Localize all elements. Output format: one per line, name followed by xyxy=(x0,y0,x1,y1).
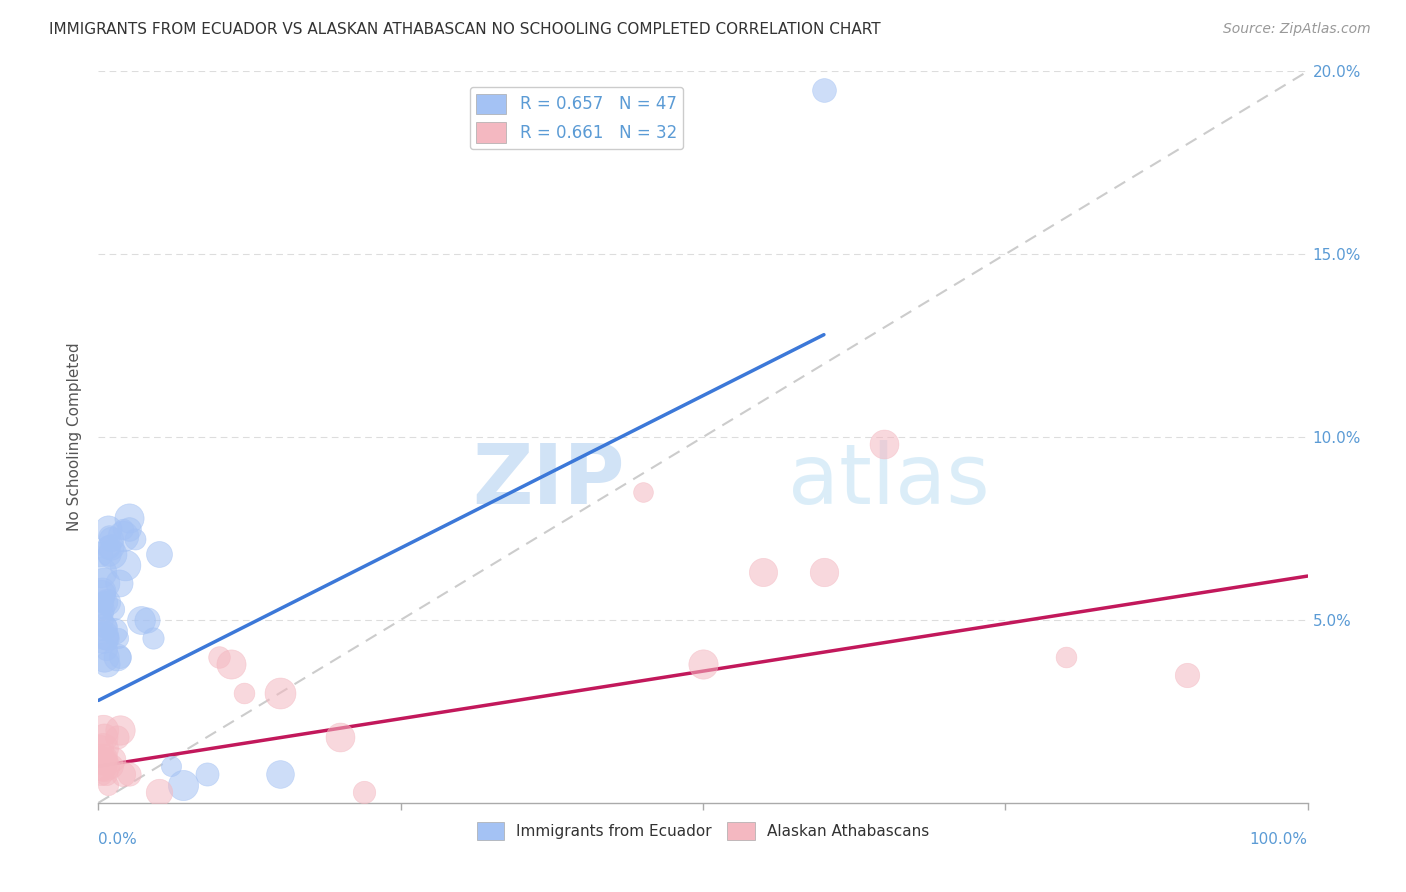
Point xyxy=(813,82,835,96)
Point xyxy=(142,632,165,646)
Point xyxy=(221,657,243,671)
Point xyxy=(97,540,120,554)
Y-axis label: No Schooling Completed: No Schooling Completed xyxy=(67,343,83,532)
Point xyxy=(91,752,114,766)
Point xyxy=(100,547,122,561)
Point xyxy=(91,594,114,608)
Point xyxy=(91,620,114,634)
Point xyxy=(90,752,112,766)
Point xyxy=(89,547,111,561)
Point xyxy=(97,521,120,535)
Point xyxy=(93,649,115,664)
Point xyxy=(1175,667,1198,681)
Point xyxy=(148,547,170,561)
Point xyxy=(100,759,122,773)
Point xyxy=(160,759,183,773)
Point xyxy=(105,649,128,664)
Point xyxy=(118,766,141,780)
Point xyxy=(118,521,141,535)
Point xyxy=(91,606,114,620)
Point xyxy=(329,730,352,744)
Point xyxy=(1054,649,1077,664)
Point xyxy=(172,778,194,792)
Point xyxy=(93,730,115,744)
Point xyxy=(90,566,112,580)
Point xyxy=(101,752,124,766)
Point xyxy=(107,632,129,646)
Text: atlas: atlas xyxy=(787,441,990,522)
Point xyxy=(98,529,121,543)
Point xyxy=(91,583,114,598)
Point xyxy=(100,533,122,547)
Point xyxy=(269,766,291,780)
Point xyxy=(111,529,134,543)
Point xyxy=(129,613,152,627)
Point xyxy=(91,723,114,737)
Point xyxy=(105,730,128,744)
Point xyxy=(100,540,122,554)
Point xyxy=(96,632,118,646)
Point xyxy=(93,602,115,616)
Point xyxy=(93,576,115,591)
Point xyxy=(93,627,115,641)
Point xyxy=(91,759,114,773)
Point xyxy=(89,740,111,755)
Point xyxy=(96,594,118,608)
Text: Source: ZipAtlas.com: Source: ZipAtlas.com xyxy=(1223,22,1371,37)
Point xyxy=(195,766,218,780)
Point xyxy=(752,566,775,580)
Point xyxy=(98,547,121,561)
Point xyxy=(101,602,124,616)
Point xyxy=(97,778,120,792)
Point xyxy=(94,766,117,780)
Point xyxy=(91,740,114,755)
Point xyxy=(118,510,141,524)
Point xyxy=(108,723,131,737)
Point xyxy=(94,642,117,657)
Text: 0.0%: 0.0% xyxy=(98,832,138,847)
Point xyxy=(148,785,170,799)
Point xyxy=(91,632,114,646)
Point xyxy=(93,759,115,773)
Point xyxy=(873,437,896,451)
Point xyxy=(103,624,125,638)
Point xyxy=(124,533,146,547)
Text: IMMIGRANTS FROM ECUADOR VS ALASKAN ATHABASCAN NO SCHOOLING COMPLETED CORRELATION: IMMIGRANTS FROM ECUADOR VS ALASKAN ATHAB… xyxy=(49,22,880,37)
Point xyxy=(96,657,118,671)
Point xyxy=(94,620,117,634)
Point xyxy=(91,613,114,627)
Point xyxy=(94,594,117,608)
Point xyxy=(232,686,254,700)
Point xyxy=(108,576,131,591)
Point xyxy=(111,766,134,780)
Point xyxy=(353,785,375,799)
Point xyxy=(111,521,134,535)
Point xyxy=(692,657,714,671)
Legend: Immigrants from Ecuador, Alaskan Athabascans: Immigrants from Ecuador, Alaskan Athabas… xyxy=(471,815,935,847)
Point xyxy=(94,752,117,766)
Point xyxy=(90,766,112,780)
Point xyxy=(631,485,654,500)
Point xyxy=(269,686,291,700)
Point xyxy=(208,649,231,664)
Point xyxy=(114,558,136,573)
Text: ZIP: ZIP xyxy=(472,441,624,522)
Point xyxy=(135,613,157,627)
Point xyxy=(813,566,835,580)
Text: 100.0%: 100.0% xyxy=(1250,832,1308,847)
Point xyxy=(108,649,131,664)
Point xyxy=(90,587,112,601)
